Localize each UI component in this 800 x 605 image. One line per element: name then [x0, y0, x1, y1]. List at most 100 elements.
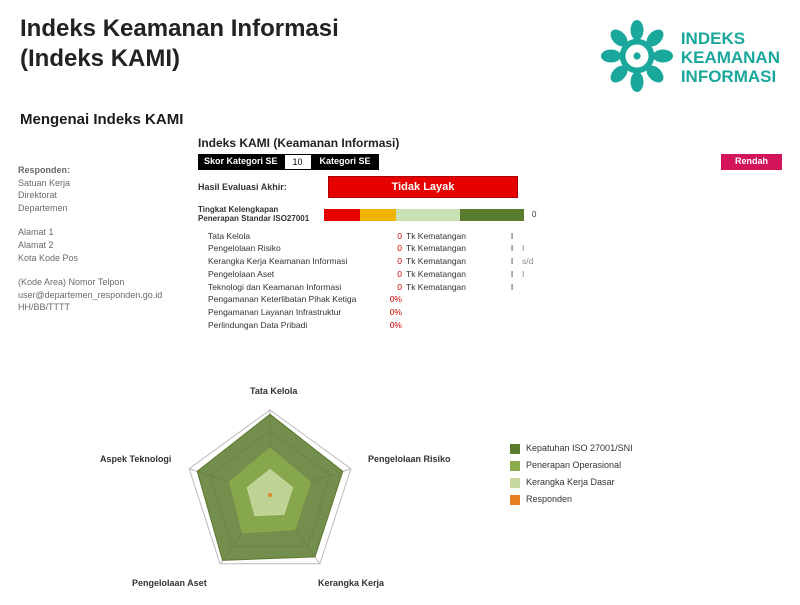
metric-status: Tk Kematangan [406, 281, 506, 294]
legend-item: Penerapan Operasional [510, 457, 633, 474]
metric-sep [518, 293, 538, 306]
respondent-date: HH/BB/TTTT [18, 301, 188, 314]
metrics-list: Tata Kelola0Tk KematanganIPengelolaan Ri… [198, 230, 782, 332]
metric-label: Pengelolaan Aset [208, 268, 388, 281]
metric-tier: I [506, 230, 518, 243]
metric-sep [518, 281, 538, 294]
respondent-alamat1: Alamat 1 [18, 226, 188, 239]
result-value: Tidak Layak [328, 176, 518, 198]
legend-swatch [510, 478, 520, 488]
metric-sep: s/d [518, 255, 538, 268]
respondent-block: Responden: Satuan Kerja Direktorat Depar… [18, 136, 188, 332]
radar-axis-2: Kerangka Kerja [318, 578, 384, 588]
score-value: 10 [284, 154, 312, 170]
metric-status: Tk Kematangan [406, 242, 506, 255]
kami-logo-icon [601, 20, 673, 97]
bar-track [324, 209, 524, 221]
section-subheading: Mengenai Indeks KAMI [0, 103, 800, 136]
metric-status: Tk Kematangan [406, 255, 506, 268]
bar-segment [396, 209, 460, 221]
score-strip: Skor Kategori SE 10 Kategori SE Rendah [198, 154, 782, 170]
metric-value: 0 [388, 281, 406, 294]
completeness-bar-row: Tingkat Kelengkapan Penerapan Standar IS… [198, 206, 782, 224]
metric-label: Pengelolaan Risiko [208, 242, 388, 255]
logo-text-l1: INDEKS [681, 30, 780, 49]
radar-axis-0: Tata Kelola [250, 386, 297, 396]
legend-label: Kerangka Kerja Dasar [526, 474, 615, 491]
metric-tier [506, 319, 518, 332]
legend-label: Responden [526, 491, 572, 508]
legend-swatch [510, 495, 520, 505]
metric-status: Tk Kematangan [406, 268, 506, 281]
metric-row: Tata Kelola0Tk KematanganI [208, 230, 782, 243]
legend-label: Penerapan Operasional [526, 457, 621, 474]
respondent-kota: Kota Kode Pos [18, 252, 188, 265]
metric-row: Teknologi dan Keamanan Informasi0Tk Kema… [208, 281, 782, 294]
result-row: Hasil Evaluasi Akhir: Tidak Layak [198, 176, 782, 198]
radar-axis-3: Pengelolaan Aset [132, 578, 207, 588]
page-title-block: Indeks Keamanan Informasi (Indeks KAMI) [20, 14, 339, 74]
metric-row: Pengelolaan Aset0Tk KematanganII [208, 268, 782, 281]
metric-value: 0 [388, 255, 406, 268]
dashboard-block: Indeks KAMI (Keamanan Informasi) Skor Ka… [198, 136, 782, 332]
legend-swatch [510, 461, 520, 471]
score-status: Rendah [721, 154, 782, 170]
metric-label: Pengamanan Keterlibatan Pihak Ketiga [208, 293, 388, 306]
title-line2: (Indeks KAMI) [20, 44, 339, 74]
metric-value: 0 [388, 230, 406, 243]
bar-label: Tingkat Kelengkapan Penerapan Standar IS… [198, 206, 316, 224]
respondent-direktorat: Direktorat [18, 189, 188, 202]
respondent-departemen: Departemen [18, 202, 188, 215]
metric-label: Kerangka Kerja Keamanan Informasi [208, 255, 388, 268]
metric-status [406, 306, 506, 319]
metric-row: Pengelolaan Risiko0Tk KematanganII [208, 242, 782, 255]
respondent-telp: (Kode Area) Nomor Telpon [18, 276, 188, 289]
legend-item: Responden [510, 491, 633, 508]
metric-tier: I [506, 242, 518, 255]
legend-item: Kepatuhan ISO 27001/SNI [510, 440, 633, 457]
legend-swatch [510, 444, 520, 454]
metric-row: Perlindungan Data Pribadi0% [208, 319, 782, 332]
bar-segment [460, 209, 524, 221]
metric-row: Pengamanan Layanan Infrastruktur0% [208, 306, 782, 319]
bar-label-l2: Penerapan Standar ISO27001 [198, 215, 316, 224]
respondent-email: user@departemen_responden.go.id [18, 289, 188, 302]
metric-label: Perlindungan Data Pribadi [208, 319, 388, 332]
metric-value: 0% [388, 306, 406, 319]
metric-tier [506, 293, 518, 306]
logo-block: INDEKS KEAMANAN INFORMASI [601, 20, 780, 97]
bar-segment [324, 209, 360, 221]
metric-status [406, 293, 506, 306]
metric-status [406, 319, 506, 332]
legend-item: Kerangka Kerja Dasar [510, 474, 633, 491]
metric-tier: I [506, 268, 518, 281]
metric-value: 0 [388, 268, 406, 281]
metric-label: Pengamanan Layanan Infrastruktur [208, 306, 388, 319]
metric-tier: I [506, 281, 518, 294]
metric-sep: I [518, 268, 538, 281]
title-line1: Indeks Keamanan Informasi [20, 14, 339, 44]
logo-text-l3: INFORMASI [681, 68, 780, 87]
metric-row: Pengamanan Keterlibatan Pihak Ketiga0% [208, 293, 782, 306]
radar-axis-4: Aspek Teknologi [100, 454, 171, 464]
result-label: Hasil Evaluasi Akhir: [198, 182, 318, 192]
metric-tier [506, 306, 518, 319]
respondent-alamat2: Alamat 2 [18, 239, 188, 252]
metric-sep: I [518, 242, 538, 255]
score-label2: Kategori SE [312, 154, 379, 170]
dashboard-title: Indeks KAMI (Keamanan Informasi) [198, 136, 782, 150]
bar-end-value: 0 [532, 210, 536, 219]
metric-label: Teknologi dan Keamanan Informasi [208, 281, 388, 294]
metric-status: Tk Kematangan [406, 230, 506, 243]
bar-segment [360, 209, 396, 221]
metric-sep [518, 230, 538, 243]
metric-row: Kerangka Kerja Keamanan Informasi0Tk Kem… [208, 255, 782, 268]
metric-value: 0% [388, 293, 406, 306]
respondent-unit: Satuan Kerja [18, 177, 188, 190]
metric-tier: I [506, 255, 518, 268]
radar-axis-1: Pengelolaan Risiko [368, 454, 451, 464]
logo-text-l2: KEAMANAN [681, 49, 780, 68]
metric-value: 0 [388, 242, 406, 255]
score-label: Skor Kategori SE [198, 154, 284, 170]
radar-legend: Kepatuhan ISO 27001/SNIPenerapan Operasi… [510, 440, 633, 508]
